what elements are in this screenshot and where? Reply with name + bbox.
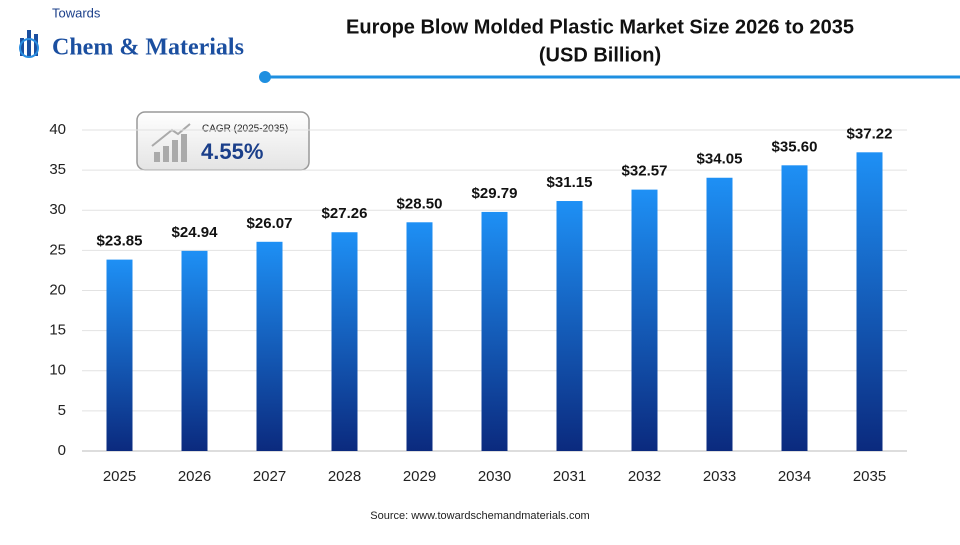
x-tick-label: 2028 [328,468,361,485]
x-tick-label: 2026 [178,468,211,485]
bar [856,152,883,451]
value-label: $26.07 [247,215,293,232]
value-label: $31.15 [547,174,593,191]
y-tick-label: 10 [49,362,66,379]
cagr-label: CAGR (2025-2035) [202,124,288,135]
bar [781,165,808,451]
bar [556,201,583,451]
x-tick-label: 2033 [703,468,736,485]
bar [631,189,658,452]
x-tick-label: 2030 [478,468,511,485]
divider-dot [259,71,271,83]
value-label: $35.60 [772,138,818,155]
bar [181,250,208,451]
value-label: $37.22 [847,125,893,142]
x-tick-label: 2027 [253,468,286,485]
value-label: $23.85 [97,233,143,250]
x-tick-label: 2035 [853,468,886,485]
source: Source: www.towardschemandmaterials.com [370,510,589,522]
brand-top: Towards [52,5,101,20]
chart-subtitle: (USD Billion) [539,44,661,66]
chart-title: Europe Blow Molded Plastic Market Size 2… [346,16,854,38]
cagr-box: CAGR (2025-2035) 4.55% [136,111,310,171]
brand-main: Chem & Materials [52,35,244,61]
x-tick-label: 2031 [553,468,586,485]
bar [706,177,733,451]
y-tick-label: 20 [49,281,66,298]
logo: Towards Chem & Materials [19,5,244,61]
y-tick-label: 35 [49,161,66,178]
bar [256,241,283,451]
value-label: $24.94 [172,224,219,241]
x-tick-label: 2034 [778,468,811,485]
bar [481,211,508,451]
bar [106,259,133,451]
y-tick-label: 5 [58,402,66,419]
value-label: $34.05 [697,151,743,168]
value-label: $29.79 [472,185,518,202]
cagr-value: 4.55% [201,139,263,164]
value-label: $27.26 [322,205,368,222]
x-tick-label: 2032 [628,468,661,485]
value-label: $32.57 [622,163,668,180]
bar [331,232,358,451]
y-tick-label: 25 [49,241,66,258]
value-label: $28.50 [397,195,443,212]
y-tick-label: 30 [49,201,66,218]
plot-area: 05101520253035402025$23.852026$24.942027… [49,121,907,485]
y-tick-label: 40 [49,121,66,138]
x-tick-label: 2025 [103,468,136,485]
bar [406,222,433,451]
x-tick-label: 2029 [403,468,436,485]
y-tick-label: 0 [58,442,66,459]
y-tick-label: 15 [49,322,66,339]
